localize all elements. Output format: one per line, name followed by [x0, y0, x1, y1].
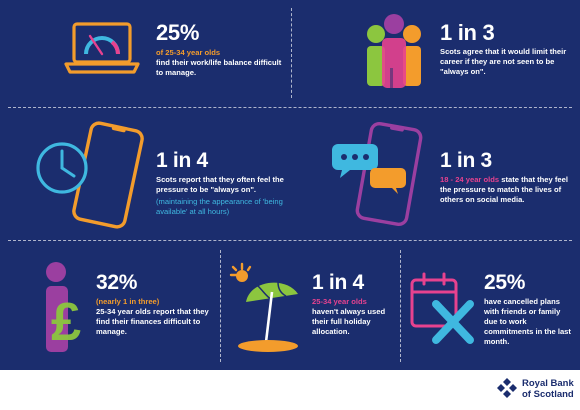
stat-holiday-text: haven't always used their full holiday a… [312, 307, 386, 336]
stat-career-text: Scots agree that it would limit their ca… [440, 47, 567, 76]
stat-holiday-value: 1 in 4 [312, 271, 364, 294]
divider-horizontal-2 [8, 240, 572, 241]
stat-worklife: 25% of 25-34 year olds find their work/l… [156, 22, 286, 78]
divider-horizontal-1 [8, 107, 572, 108]
stat-holiday-highlight: 25-34 year olds [312, 297, 367, 306]
stat-finances-text: 25-34 year olds report that they find th… [96, 307, 209, 336]
divider-vertical-bottom-2 [400, 250, 401, 362]
stat-finances-value: 32% [96, 271, 138, 294]
stat-social-text: that they feel the pressure to match the… [440, 175, 568, 204]
stat-social-highlight: 18 - 24 year olds [440, 175, 500, 184]
divider-vertical-top [291, 8, 292, 98]
footer [0, 370, 580, 410]
stat-holiday: 1 in 4 25-34 year olds haven't always us… [312, 272, 398, 337]
stat-social: 1 in 3 18 - 24 year olds state that they… [440, 150, 572, 205]
people-group-icon [367, 14, 421, 88]
stat-plans-text: have cancelled plans with friends or fam… [484, 297, 571, 346]
clock-phone-icon [36, 121, 144, 229]
pound-person-icon: £ [46, 262, 81, 352]
calendar-cross-icon [410, 272, 474, 344]
stat-pressure-value: 1 in 4 [156, 149, 208, 172]
divider-vertical-bottom-1 [220, 250, 221, 362]
stat-worklife-text: find their work/life balance difficult t… [156, 58, 282, 77]
stat-plans-value: 25% [484, 271, 526, 294]
logo-line2: of Scotland [522, 389, 574, 400]
stat-career-value: 1 in 3 [440, 20, 495, 45]
phone-chat-icon [332, 121, 423, 227]
laptop-gauge-icon [64, 22, 140, 74]
stat-pressure-note: (maintaining the appearance of 'being av… [156, 197, 283, 216]
rbs-logo-icon [497, 378, 517, 398]
beach-umbrella-icon [229, 262, 298, 352]
stat-pressure: 1 in 4 Scots report that they often feel… [156, 150, 291, 217]
stat-social-inline: state [501, 175, 519, 184]
stat-plans: 25% have cancelled plans with friends or… [484, 272, 574, 347]
stat-worklife-value: 25% [156, 20, 200, 45]
stat-finances: 32% (nearly 1 in three) 25-34 year olds … [96, 272, 216, 337]
rbs-logo-text: Royal Bank of Scotland [522, 378, 574, 400]
stat-pressure-text: Scots report that they often feel the pr… [156, 175, 284, 194]
stat-finances-highlight: (nearly 1 in three) [96, 297, 160, 306]
stat-social-value: 1 in 3 [440, 149, 492, 172]
svg-text:£: £ [51, 292, 81, 352]
stat-worklife-highlight: of 25-34 year olds [156, 48, 221, 57]
logo-line1: Royal Bank [522, 378, 574, 389]
stat-career: 1 in 3 Scots agree that it would limit t… [440, 22, 570, 77]
